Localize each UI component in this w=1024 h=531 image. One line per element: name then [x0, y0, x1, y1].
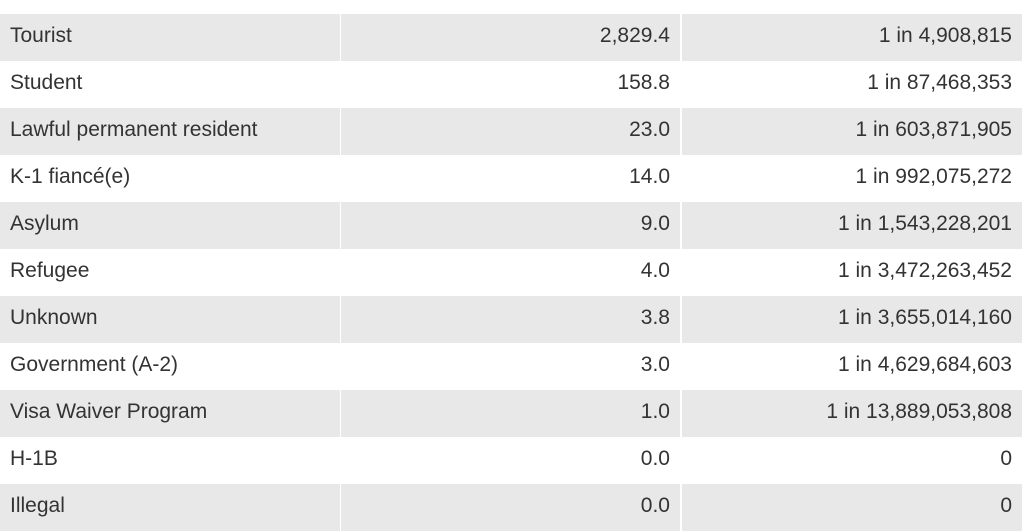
table-row: Asylum 9.0 1 in 1,543,228,201 — [0, 202, 1022, 249]
table-cell: 9.0 — [341, 202, 680, 249]
table-row: H-1B 0.0 0 — [0, 437, 1022, 484]
table-cell: 1 in 87,468,353 — [867, 71, 1012, 94]
table-row: Visa Waiver Program 1.0 1 in 13,889,053,80… — [0, 390, 1022, 437]
table-row: Government (A-2) 3.0 1 in 4,629,684,603 — [0, 343, 1022, 390]
table-cell: 0.0 — [640, 447, 670, 470]
table-row: Tourist 2,829.4 1 in 4,908,815 — [0, 14, 1022, 61]
table-cell: 1 in 4,908,815 — [682, 14, 1022, 61]
table-row: Unknown 3.8 1 in 3,655,014,160 — [0, 296, 1022, 343]
table-cell: 1 in 3,472,263,452 — [838, 259, 1012, 282]
table-cell: 0.0 — [341, 484, 680, 531]
table-row: Refugee 4.0 1 in 3,472,263,452 — [0, 249, 1022, 296]
table-cell: 0 — [1000, 447, 1012, 470]
table-cell: Lawful permanent resident — [0, 108, 340, 155]
table-cell: Unknown — [0, 296, 340, 343]
table-cell: Asylum — [0, 202, 340, 249]
table-cell: Refugee — [10, 259, 90, 282]
table-cell: Government (A-2) — [10, 353, 179, 376]
table-row: Lawful permanent resident 23.0 1 in 603,87… — [0, 108, 1022, 155]
table-cell: H-1B — [10, 447, 58, 470]
table-cell: 1.0 — [341, 390, 680, 437]
table-cell: 1 in 4,629,684,603 — [838, 353, 1012, 376]
table-cell: Visa Waiver Program — [0, 390, 340, 437]
table-cell: 3.8 — [341, 296, 680, 343]
table-cell: 1 in 1,543,228,201 — [682, 202, 1022, 249]
table-row: Illegal 0.0 0 — [0, 484, 1022, 531]
table-cell: 1 in 603,871,905 — [682, 108, 1022, 155]
table-row: Student 158.8 1 in 87,468,353 — [0, 61, 1022, 108]
table-cell: 0 — [682, 484, 1022, 531]
table-cell: Student — [10, 71, 83, 94]
table-cell: 23.0 — [341, 108, 680, 155]
table: Tourist 2,829.4 1 in 4,908,815 Student 158.8… — [0, 14, 1022, 531]
table-cell: 158.8 — [617, 71, 670, 94]
table-cell: Illegal — [0, 484, 340, 531]
table-cell: 2,829.4 — [341, 14, 680, 61]
table-cell: 3.0 — [640, 353, 670, 376]
table-cell: 1 in 3,655,014,160 — [682, 296, 1022, 343]
table-cell: 1 in 992,075,272 — [855, 165, 1012, 188]
table-row: K-1 fiancé(e) 14.0 1 in 992,075,272 — [0, 155, 1022, 202]
table-cell: 14.0 — [629, 165, 670, 188]
table-cell: K-1 fiancé(e) — [10, 165, 131, 188]
table-cell: Tourist — [0, 14, 340, 61]
page: {"table": {"rows": [ ["Tourist", "2,829.… — [0, 14, 1022, 531]
table-cell: 4.0 — [640, 259, 670, 282]
table-cell: 1 in 13,889,053,808 — [682, 390, 1022, 437]
